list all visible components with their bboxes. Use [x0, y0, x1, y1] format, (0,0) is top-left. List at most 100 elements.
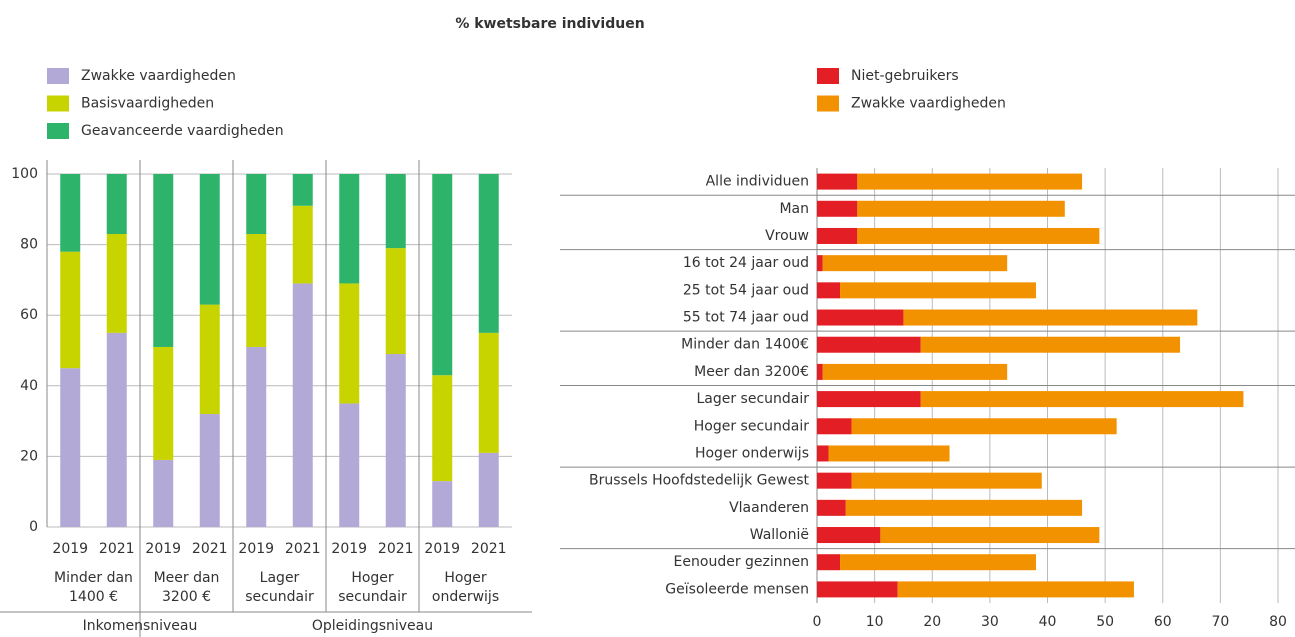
bar-segment: [817, 200, 858, 217]
bar-segment: [817, 581, 898, 598]
bar-segment: [817, 554, 841, 571]
x-tick-label: 2021: [285, 541, 321, 557]
bar-segment: [851, 472, 1042, 489]
group-label: secundair: [338, 589, 407, 605]
bar-segment: [385, 248, 406, 355]
group-label: Lager: [260, 570, 300, 586]
bar-segment: [106, 234, 127, 333]
bar-segment: [828, 445, 950, 462]
y-tick-label: Vlaanderen: [729, 500, 809, 516]
bar-segment: [857, 200, 1065, 217]
y-tick-label: Man: [779, 201, 809, 217]
x-tick-label: 2019: [238, 541, 274, 557]
x-tick-label: 50: [1096, 614, 1114, 630]
y-tick-label: 16 tot 24 jaar oud: [683, 255, 809, 271]
bar-segment: [292, 283, 313, 527]
group-label: Meer dan: [154, 570, 220, 586]
legend-label: Geavanceerde vaardigheden: [81, 123, 284, 139]
bar-segment: [432, 174, 453, 376]
y-tick-label: Geïsoleerde mensen: [665, 581, 809, 597]
y-tick-label: 100: [11, 166, 38, 182]
bar-segment: [817, 418, 852, 435]
y-tick-label: Lager secundair: [696, 391, 809, 407]
bar-segment: [851, 418, 1117, 435]
bar-segment: [478, 174, 499, 333]
chart-title: % kwetsbare individuen: [455, 16, 644, 32]
y-tick-label: 60: [20, 307, 38, 323]
bar-segment: [199, 174, 220, 305]
x-tick-label: 80: [1269, 614, 1287, 630]
bar-segment: [817, 173, 858, 190]
x-tick-label: 2021: [471, 541, 507, 557]
bar-segment: [339, 403, 360, 527]
group-label: Minder dan: [54, 570, 133, 586]
bar-segment: [153, 346, 174, 460]
bar-segment: [817, 227, 858, 244]
bar-segment: [817, 309, 904, 326]
group-label: Hoger: [444, 570, 487, 586]
y-tick-label: Hoger onderwijs: [695, 445, 809, 461]
bar-segment: [845, 499, 1083, 516]
bar-segment: [246, 234, 267, 347]
bar-segment: [246, 174, 267, 235]
y-tick-label: Eenouder gezinnen: [674, 554, 809, 570]
bar-segment: [153, 174, 174, 347]
y-tick-label: 80: [20, 237, 38, 253]
bar-segment: [822, 255, 1008, 272]
legend-label: Niet-gebruikers: [851, 68, 959, 84]
group-label: secundair: [245, 589, 314, 605]
bar-segment: [920, 391, 1244, 408]
legend-label: Basisvaardigheden: [81, 96, 214, 112]
bar-segment: [199, 414, 220, 527]
x-tick-label: 70: [1211, 614, 1229, 630]
bar-segment: [153, 459, 174, 527]
bar-segment: [817, 255, 823, 272]
bar-segment: [817, 527, 881, 544]
y-tick-label: Wallonië: [750, 527, 809, 543]
group-label: 1400 €: [69, 589, 118, 605]
bar-segment: [432, 481, 453, 527]
x-tick-label: 2019: [331, 541, 367, 557]
bar-segment: [60, 174, 81, 252]
bar-segment: [817, 282, 841, 299]
y-tick-label: 25 tot 54 jaar oud: [683, 282, 809, 298]
bar-segment: [60, 368, 81, 527]
y-tick-label: 40: [20, 378, 38, 394]
y-tick-label: Alle individuen: [706, 174, 809, 190]
supergroup-label: Opleidingsniveau: [312, 618, 433, 634]
x-tick-label: 2021: [99, 541, 135, 557]
x-tick-label: 40: [1039, 614, 1057, 630]
x-tick-label: 2019: [52, 541, 88, 557]
bar-segment: [339, 283, 360, 404]
bar-segment: [478, 332, 499, 453]
bar-segment: [292, 174, 313, 206]
bar-segment: [817, 445, 829, 462]
y-tick-label: Meer dan 3200€: [694, 364, 809, 380]
x-tick-label: 60: [1154, 614, 1172, 630]
group-label: 3200 €: [162, 589, 211, 605]
supergroup-label: Inkomensniveau: [83, 618, 198, 634]
legend-swatch: [47, 68, 69, 84]
bar-segment: [857, 173, 1083, 190]
bar-segment: [432, 375, 453, 482]
y-tick-label: 0: [29, 519, 38, 535]
bar-segment: [339, 174, 360, 284]
x-tick-label: 0: [813, 614, 822, 630]
bar-segment: [106, 174, 127, 235]
x-tick-label: 20: [923, 614, 941, 630]
y-tick-label: Vrouw: [765, 228, 809, 244]
x-tick-label: 2019: [145, 541, 181, 557]
legend-swatch: [47, 123, 69, 139]
x-tick-label: 30: [981, 614, 999, 630]
bar-segment: [817, 472, 852, 489]
x-tick-label: 2021: [378, 541, 414, 557]
bar-segment: [840, 554, 1036, 571]
legend-label: Zwakke vaardigheden: [851, 96, 1006, 112]
bar-segment: [920, 336, 1181, 353]
bar-segment: [385, 354, 406, 527]
bar-segment: [822, 363, 1008, 380]
bar-segment: [385, 174, 406, 249]
legend-swatch: [817, 68, 839, 84]
bar-segment: [903, 309, 1198, 326]
